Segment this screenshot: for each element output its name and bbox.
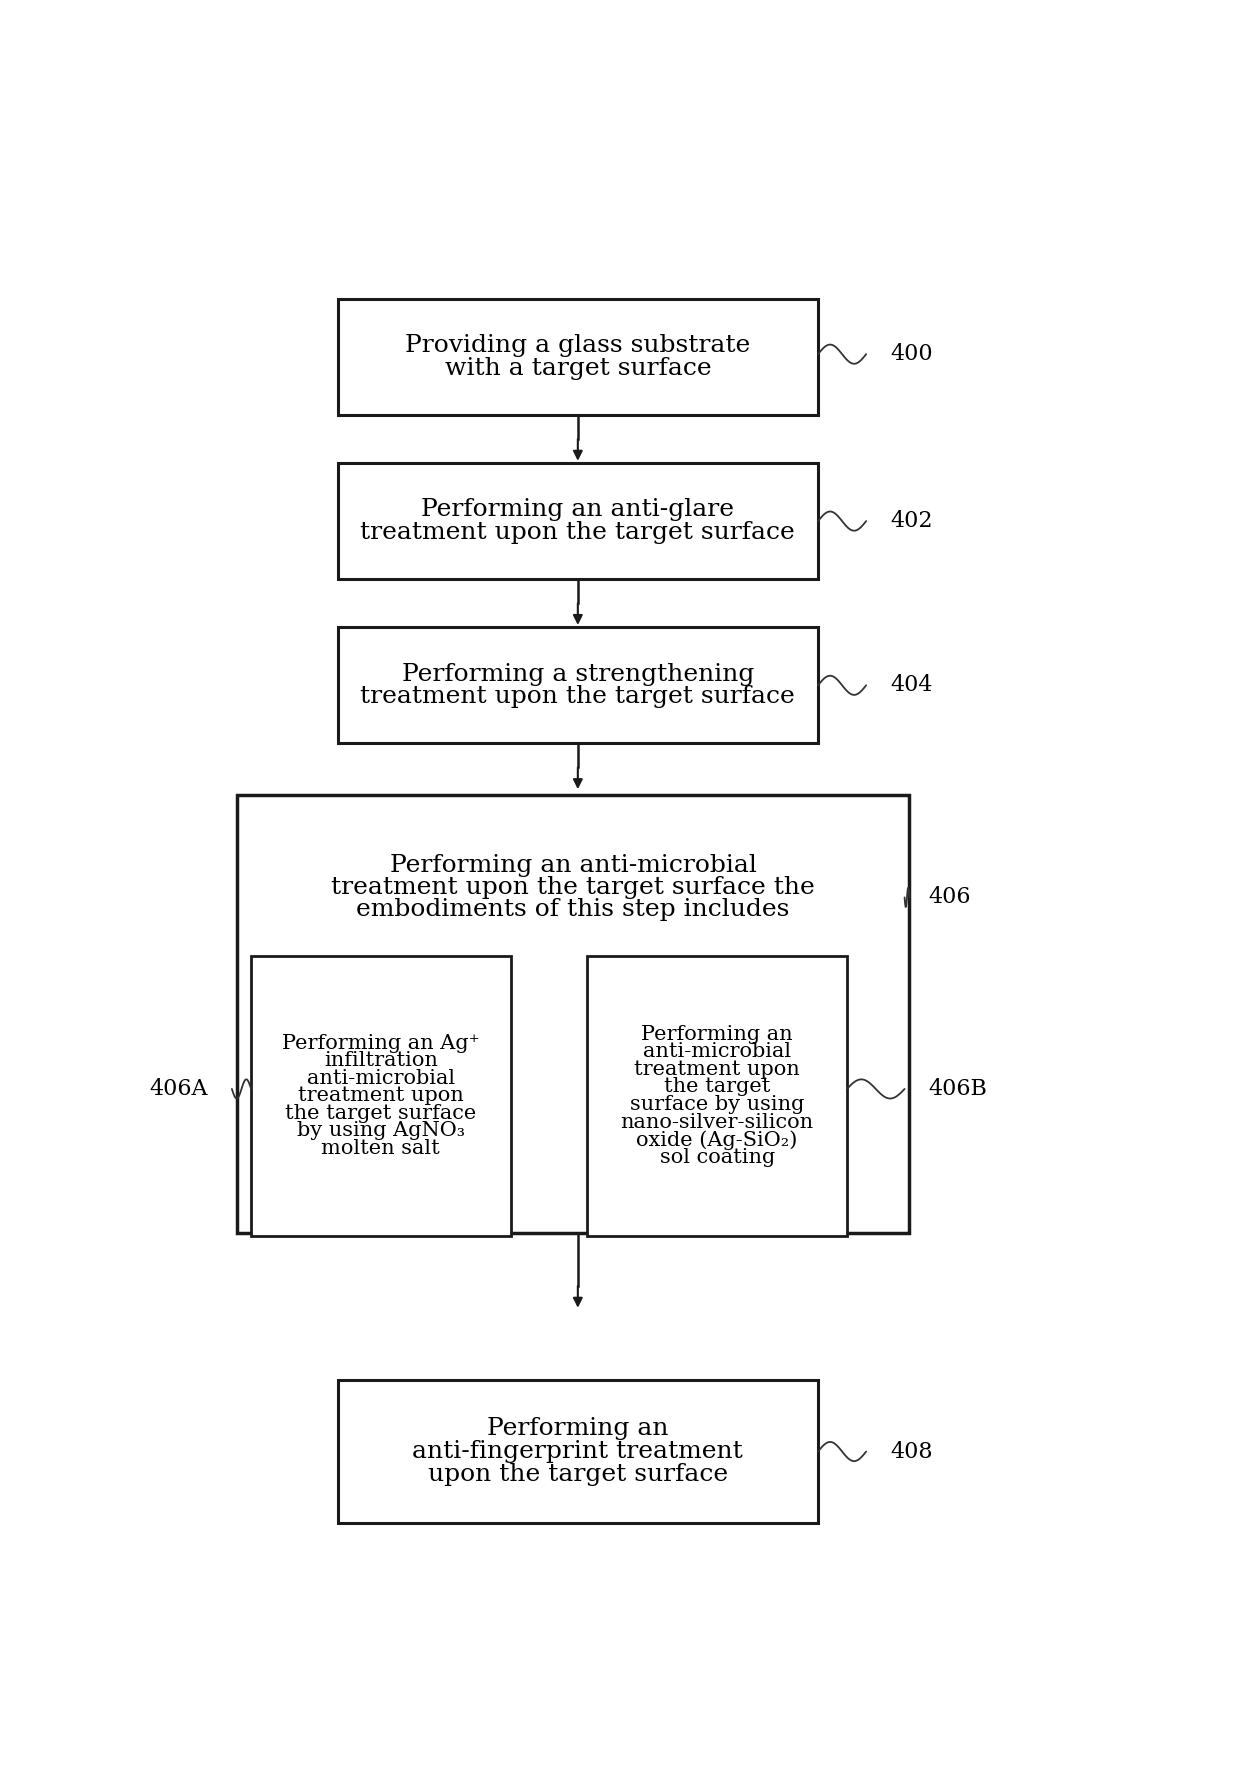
Text: Performing an: Performing an xyxy=(487,1418,668,1441)
Text: the target: the target xyxy=(663,1077,770,1096)
Text: infiltration: infiltration xyxy=(324,1052,438,1070)
Text: embodiments of this step includes: embodiments of this step includes xyxy=(356,897,790,920)
Text: Performing an anti-glare: Performing an anti-glare xyxy=(422,498,734,521)
Text: Performing a strengthening: Performing a strengthening xyxy=(402,663,754,686)
Text: upon the target surface: upon the target surface xyxy=(428,1462,728,1486)
Text: Providing a glass substrate: Providing a glass substrate xyxy=(405,334,750,357)
Text: surface by using: surface by using xyxy=(630,1095,805,1114)
Text: treatment upon the target surface: treatment upon the target surface xyxy=(361,521,795,544)
Text: treatment upon the target surface the: treatment upon the target surface the xyxy=(331,876,815,899)
Text: 408: 408 xyxy=(890,1441,932,1462)
Text: Performing an: Performing an xyxy=(641,1025,794,1043)
Text: 406A: 406A xyxy=(149,1079,208,1100)
Text: treatment upon the target surface: treatment upon the target surface xyxy=(361,686,795,707)
Bar xyxy=(337,627,818,743)
Text: Performing an anti-microbial: Performing an anti-microbial xyxy=(389,855,756,878)
Bar xyxy=(250,956,511,1237)
Text: oxide (Ag-SiO₂): oxide (Ag-SiO₂) xyxy=(636,1130,797,1150)
Text: with a target surface: with a target surface xyxy=(444,357,712,380)
Text: molten salt: molten salt xyxy=(321,1139,440,1159)
Text: 406B: 406B xyxy=(929,1079,987,1100)
Text: 404: 404 xyxy=(890,673,932,697)
Text: anti-microbial: anti-microbial xyxy=(306,1068,455,1088)
Text: anti-microbial: anti-microbial xyxy=(644,1043,791,1061)
Bar xyxy=(237,794,909,1233)
Bar xyxy=(337,299,818,416)
Text: Performing an Ag⁺: Performing an Ag⁺ xyxy=(281,1034,480,1052)
Text: 402: 402 xyxy=(890,510,932,531)
Text: treatment upon: treatment upon xyxy=(298,1086,464,1105)
Text: nano-silver-silicon: nano-silver-silicon xyxy=(621,1112,813,1132)
Text: 400: 400 xyxy=(890,343,932,366)
Text: anti-fingerprint treatment: anti-fingerprint treatment xyxy=(413,1439,743,1462)
Bar xyxy=(588,956,847,1237)
Text: by using AgNO₃: by using AgNO₃ xyxy=(296,1121,465,1141)
Text: the target surface: the target surface xyxy=(285,1104,476,1123)
Text: 406: 406 xyxy=(929,887,971,908)
Text: sol coating: sol coating xyxy=(660,1148,775,1167)
Text: treatment upon: treatment upon xyxy=(635,1059,800,1079)
Bar xyxy=(337,1379,818,1523)
Bar xyxy=(337,464,818,579)
